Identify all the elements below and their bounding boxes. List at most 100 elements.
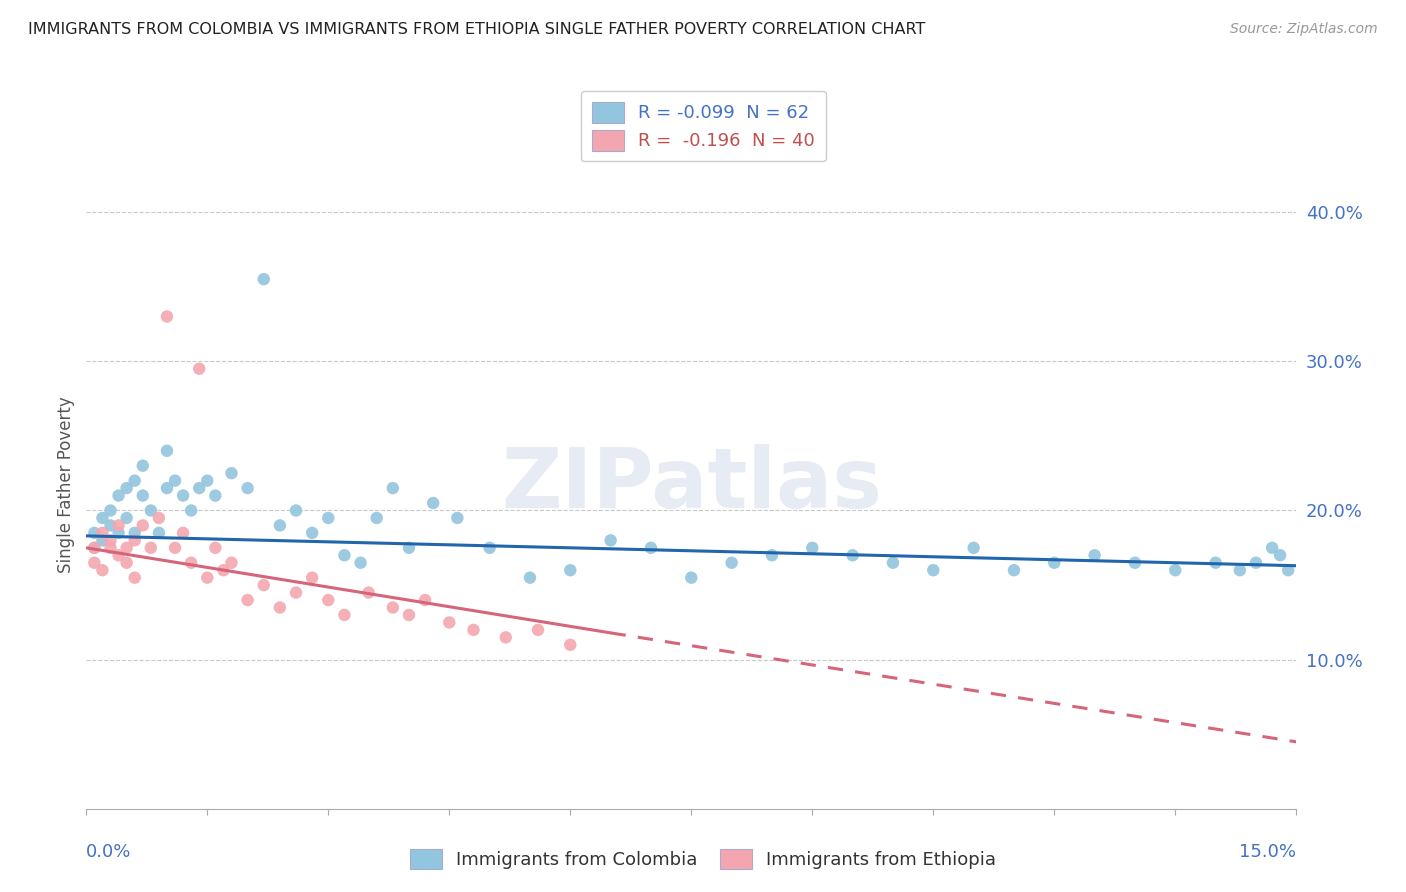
Point: [269, 600, 291, 615]
Point: [1043, 556, 1066, 570]
Text: ZIPatlas: ZIPatlas: [501, 444, 882, 524]
Point: [560, 563, 582, 577]
Point: [115, 541, 138, 555]
Point: [236, 481, 259, 495]
Point: [83, 541, 105, 555]
Point: [381, 600, 404, 615]
Legend: R = -0.099  N = 62, R =  -0.196  N = 40: R = -0.099 N = 62, R = -0.196 N = 40: [581, 91, 827, 161]
Point: [132, 458, 155, 473]
Point: [761, 549, 783, 563]
Point: [163, 541, 186, 555]
Point: [83, 541, 105, 555]
Point: [1123, 556, 1146, 570]
Point: [132, 518, 155, 533]
Text: 15.0%: 15.0%: [1239, 843, 1296, 861]
Point: [446, 511, 468, 525]
Point: [91, 511, 114, 525]
Point: [107, 549, 129, 563]
Point: [204, 541, 226, 555]
Point: [527, 623, 550, 637]
Point: [463, 623, 485, 637]
Point: [269, 518, 291, 533]
Point: [236, 593, 259, 607]
Point: [1244, 556, 1267, 570]
Point: [381, 481, 404, 495]
Point: [188, 481, 211, 495]
Point: [163, 474, 186, 488]
Point: [107, 518, 129, 533]
Point: [285, 503, 308, 517]
Point: [422, 496, 444, 510]
Point: [83, 525, 105, 540]
Point: [115, 556, 138, 570]
Point: [495, 631, 517, 645]
Point: [398, 541, 420, 555]
Legend: Immigrants from Colombia, Immigrants from Ethiopia: Immigrants from Colombia, Immigrants fro…: [401, 839, 1005, 879]
Point: [599, 533, 621, 548]
Point: [221, 556, 243, 570]
Point: [156, 310, 179, 324]
Point: [560, 638, 582, 652]
Point: [519, 571, 541, 585]
Point: [204, 489, 226, 503]
Point: [1205, 556, 1227, 570]
Point: [172, 525, 194, 540]
Point: [1261, 541, 1284, 555]
Point: [333, 549, 356, 563]
Text: IMMIGRANTS FROM COLOMBIA VS IMMIGRANTS FROM ETHIOPIA SINGLE FATHER POVERTY CORRE: IMMIGRANTS FROM COLOMBIA VS IMMIGRANTS F…: [28, 22, 925, 37]
Point: [285, 585, 308, 599]
Point: [1277, 563, 1299, 577]
Point: [1084, 549, 1107, 563]
Point: [1229, 563, 1251, 577]
Point: [100, 503, 122, 517]
Y-axis label: Single Father Poverty: Single Father Poverty: [58, 396, 75, 573]
Point: [100, 533, 122, 548]
Point: [156, 481, 179, 495]
Point: [478, 541, 501, 555]
Text: Source: ZipAtlas.com: Source: ZipAtlas.com: [1230, 22, 1378, 37]
Point: [1268, 549, 1291, 563]
Point: [100, 541, 122, 555]
Point: [221, 466, 243, 480]
Point: [333, 607, 356, 622]
Point: [1164, 563, 1187, 577]
Point: [922, 563, 945, 577]
Point: [139, 541, 162, 555]
Point: [115, 511, 138, 525]
Text: 0.0%: 0.0%: [86, 843, 132, 861]
Point: [188, 361, 211, 376]
Point: [91, 533, 114, 548]
Point: [1002, 563, 1025, 577]
Point: [124, 474, 146, 488]
Point: [640, 541, 662, 555]
Point: [115, 481, 138, 495]
Point: [357, 585, 380, 599]
Point: [720, 556, 742, 570]
Point: [124, 571, 146, 585]
Point: [301, 525, 323, 540]
Point: [349, 556, 371, 570]
Point: [316, 511, 339, 525]
Point: [195, 474, 218, 488]
Point: [132, 489, 155, 503]
Point: [91, 525, 114, 540]
Point: [139, 503, 162, 517]
Point: [398, 607, 420, 622]
Point: [253, 272, 276, 286]
Point: [253, 578, 276, 592]
Point: [172, 489, 194, 503]
Point: [124, 525, 146, 540]
Point: [148, 511, 170, 525]
Point: [366, 511, 388, 525]
Point: [882, 556, 904, 570]
Point: [316, 593, 339, 607]
Point: [301, 571, 323, 585]
Point: [124, 533, 146, 548]
Point: [148, 525, 170, 540]
Point: [83, 556, 105, 570]
Point: [107, 489, 129, 503]
Point: [180, 556, 202, 570]
Point: [156, 443, 179, 458]
Point: [801, 541, 824, 555]
Point: [212, 563, 235, 577]
